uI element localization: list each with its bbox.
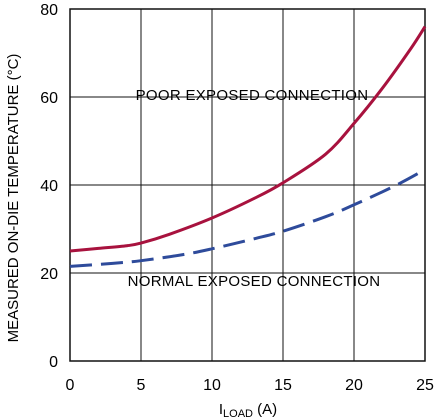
series-line-normal	[69, 168, 426, 268]
x-axis-title-main: I	[219, 401, 223, 418]
y-tick-label-0: 0	[49, 354, 58, 371]
x-axis-title: ILOAD (A)	[219, 401, 277, 420]
plot-frame	[69, 8, 426, 362]
y-tick-label-40: 40	[40, 178, 58, 195]
x-tick-label-10: 10	[203, 377, 221, 394]
series-layer	[69, 25, 427, 268]
x-tick-label-5: 5	[137, 377, 146, 394]
tick-labels: 0 5 10 15 20 25 0 20 40 60 80	[40, 2, 434, 394]
annotation-normal-connection: NORMAL EXPOSED CONNECTION	[128, 273, 381, 290]
y-tick-label-60: 60	[40, 90, 58, 107]
y-tick-label-80: 80	[40, 2, 58, 19]
x-tick-label-15: 15	[274, 377, 292, 394]
x-axis-title-subscript: LOAD	[223, 408, 253, 420]
plot-area-border	[69, 8, 426, 362]
x-axis-title-unit: (A)	[253, 401, 277, 418]
grid	[70, 9, 425, 361]
x-tick-label-0: 0	[66, 377, 75, 394]
y-axis-title: MEASURED ON-DIE TEMPERATURE (°C)	[5, 54, 22, 343]
series-line-poor	[69, 25, 427, 253]
x-tick-label-25: 25	[416, 377, 434, 394]
annotation-poor-connection: POOR EXPOSED CONNECTION	[136, 87, 369, 104]
x-tick-label-20: 20	[345, 377, 363, 394]
y-tick-label-20: 20	[40, 266, 58, 283]
